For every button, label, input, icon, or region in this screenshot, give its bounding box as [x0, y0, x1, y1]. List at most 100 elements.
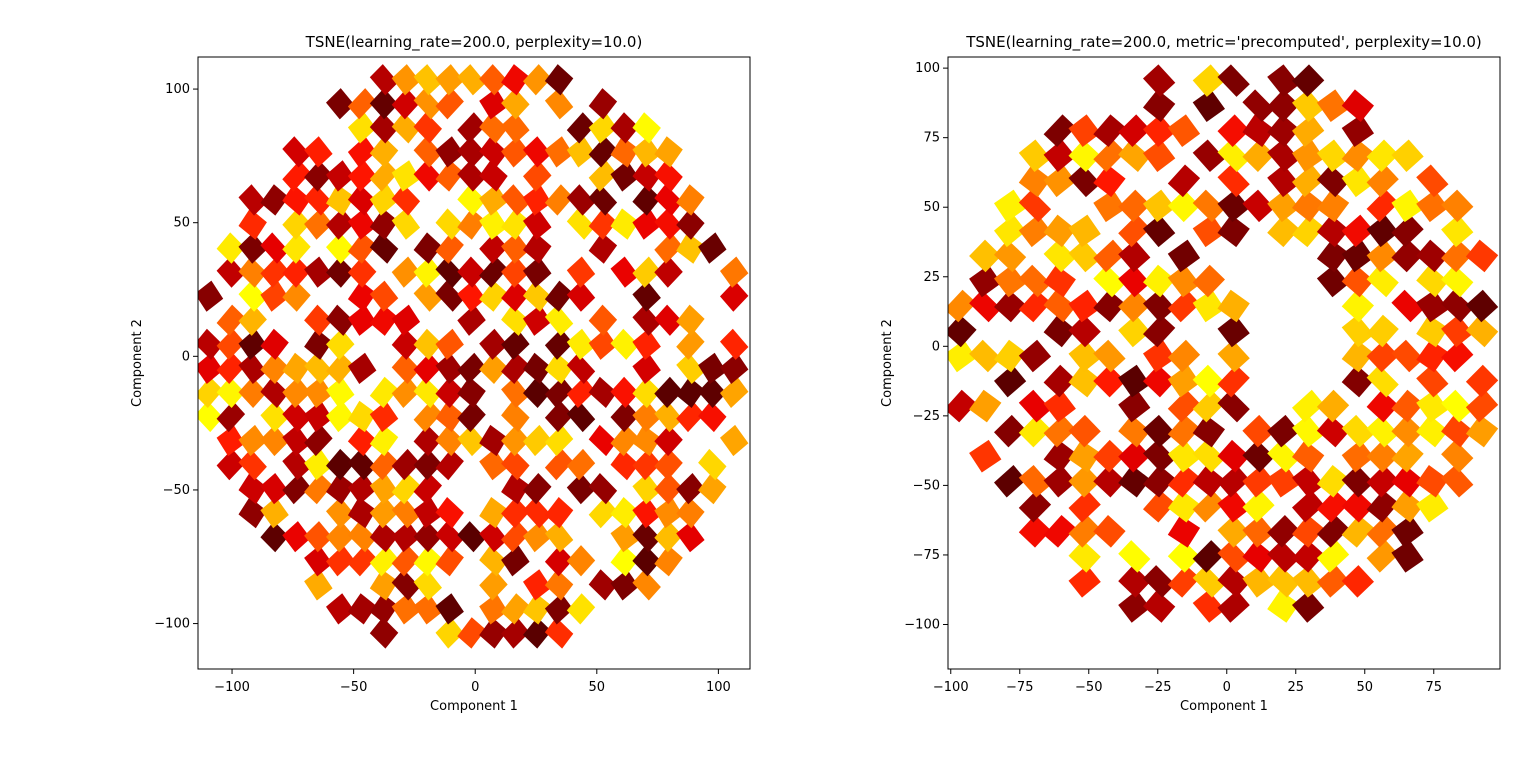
heatmap-cell — [1192, 214, 1225, 248]
heatmap-cell — [1167, 515, 1201, 548]
heatmap-cell — [1043, 139, 1076, 172]
heatmap-cell — [544, 304, 574, 336]
heatmap-cell — [326, 256, 355, 288]
heatmap-cell — [566, 208, 596, 240]
heatmap-cell — [1292, 439, 1325, 473]
heatmap-cell — [369, 184, 399, 216]
heatmap-cell — [969, 239, 1002, 273]
heatmap-cell — [1068, 289, 1101, 323]
heatmap-cell — [1217, 490, 1250, 523]
heatmap-cell — [1391, 540, 1424, 573]
heatmap-cell — [1118, 289, 1151, 323]
heatmap-cell — [216, 328, 246, 360]
heatmap-cell — [1043, 364, 1076, 398]
heatmap-cell — [1143, 490, 1176, 523]
heatmap-cell — [1242, 189, 1275, 223]
heatmap-cell — [347, 112, 377, 144]
heatmap-cell — [654, 497, 683, 529]
heatmap-cell — [654, 376, 683, 408]
heatmap-cell — [720, 352, 749, 384]
heatmap-cell — [632, 208, 661, 240]
heatmap-cell — [1242, 490, 1275, 523]
heatmap-cell — [479, 328, 508, 360]
heatmap-cell — [413, 280, 442, 312]
heatmap-cell — [1118, 114, 1151, 147]
heatmap-cell — [1217, 289, 1250, 323]
heatmap-cell — [588, 304, 618, 336]
heatmap-cell — [654, 545, 683, 577]
heatmap-cell — [304, 184, 333, 216]
heatmap-cell — [435, 400, 464, 433]
heatmap-cell — [413, 424, 442, 457]
heatmap-cell — [544, 64, 574, 96]
heatmap-cell — [1366, 414, 1399, 448]
heatmap-cell — [457, 376, 486, 408]
heatmap-cell — [260, 473, 289, 505]
heatmap-cell — [1192, 289, 1225, 323]
heatmap-cell — [1068, 490, 1101, 523]
heatmap-cell — [238, 497, 267, 529]
heatmap-cell — [1292, 89, 1325, 122]
heatmap-cell — [1018, 214, 1052, 248]
heatmap-cell — [1391, 414, 1424, 448]
heatmap-cell — [632, 184, 661, 216]
heatmap-cell — [347, 136, 377, 168]
heatmap-cell — [654, 424, 683, 457]
heatmap-cell — [501, 184, 530, 216]
heatmap-cell — [198, 328, 224, 360]
y-axis-right: −100 −75 −50 −25 0 25 50 75 100 — [904, 61, 948, 632]
heatmap-cell — [523, 136, 552, 168]
heatmap-cell — [1018, 189, 1052, 223]
heatmap-cell — [501, 424, 530, 457]
heatmap-cell — [282, 521, 311, 553]
heatmap-cell — [1391, 239, 1424, 273]
heatmap-cell — [994, 414, 1027, 448]
heatmap-cell — [260, 256, 289, 288]
heatmap-cell — [698, 448, 727, 481]
heatmap-cell — [413, 256, 442, 288]
heatmap-cell — [1292, 139, 1325, 172]
heatmap-cell — [1118, 189, 1151, 223]
heatmap-cell — [1043, 439, 1076, 473]
heatmap-cell — [523, 521, 552, 553]
heatmap-cell — [1292, 565, 1325, 598]
heatmap-cell — [1316, 139, 1350, 172]
heatmap-cell — [654, 208, 683, 240]
heatmap-cell — [238, 208, 267, 240]
heatmap-cell — [1192, 89, 1225, 122]
heatmap-cell — [238, 280, 267, 312]
heatmap-cell — [1167, 540, 1201, 573]
x-axis-label-left: Component 1 — [430, 699, 518, 714]
heatmap-cell — [1043, 515, 1076, 548]
heatmap-cell — [1366, 239, 1399, 273]
heatmap-cell — [654, 473, 683, 505]
heatmap-cell — [282, 208, 311, 240]
heatmap-cell — [610, 136, 639, 168]
heatmap-cell — [282, 448, 311, 481]
heatmap-cell — [632, 400, 661, 433]
heatmap-cell — [676, 232, 705, 264]
heatmap-cell — [501, 88, 530, 120]
heatmap-cell — [544, 184, 574, 216]
heatmap-cell — [1217, 565, 1250, 598]
heatmap-cell — [501, 448, 530, 481]
heatmap-cell — [1143, 264, 1176, 298]
heatmap-cell — [1316, 515, 1350, 548]
heatmap-cell — [994, 189, 1027, 223]
heatmap-cell — [1118, 465, 1151, 498]
heatmap-cell — [1292, 490, 1325, 523]
heatmap-cell — [588, 328, 618, 360]
heatmap-cell — [1118, 540, 1151, 573]
heatmap-cell — [632, 545, 661, 577]
heatmap-cell — [523, 160, 552, 192]
heatmap-cell — [1267, 139, 1300, 172]
heatmap-cell — [1267, 515, 1300, 548]
heatmap-cell — [1391, 465, 1424, 498]
heatmap-cell — [588, 160, 618, 192]
x-tick-label: 0 — [1223, 680, 1231, 695]
heatmap-cell — [391, 352, 421, 384]
heatmap-cell — [544, 521, 574, 553]
heatmap-cell — [632, 376, 661, 408]
heatmap-cell — [1018, 465, 1052, 498]
heatmap-cell — [698, 352, 727, 384]
